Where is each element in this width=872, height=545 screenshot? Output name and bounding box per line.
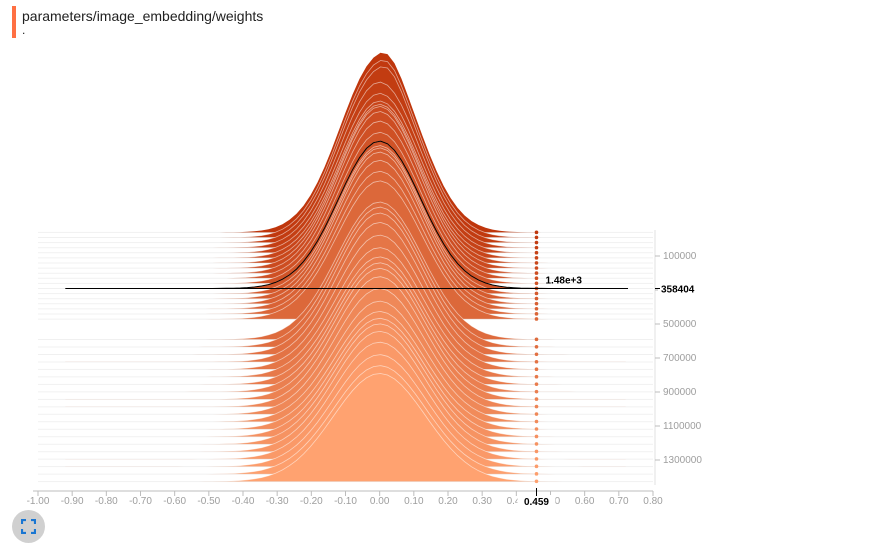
hover-dot bbox=[534, 250, 539, 255]
hover-dot bbox=[534, 306, 539, 311]
hover-dot bbox=[534, 261, 539, 265]
hover-dot bbox=[534, 296, 539, 301]
hover-dot bbox=[534, 359, 539, 364]
x-tick-label: 0.60 bbox=[575, 496, 595, 507]
hover-x-label: 0.459 bbox=[524, 497, 549, 508]
y-tick-label: 1100000 bbox=[663, 421, 702, 432]
hover-dot bbox=[534, 312, 539, 316]
hover-dot bbox=[534, 382, 539, 386]
hover-step-label: 358404 bbox=[661, 285, 695, 296]
hover-dot bbox=[534, 389, 539, 394]
histogram-slice bbox=[63, 373, 628, 483]
y-tick-label: 700000 bbox=[663, 353, 697, 364]
x-tick-label: -0.50 bbox=[197, 496, 220, 507]
hover-dot bbox=[534, 397, 539, 401]
expand-button[interactable] bbox=[12, 510, 45, 543]
x-tick-label: -0.30 bbox=[266, 496, 289, 507]
x-tick-label: -0.80 bbox=[95, 496, 118, 507]
hover-dot bbox=[534, 281, 539, 286]
x-tick-label: 0.70 bbox=[609, 496, 629, 507]
hover-dot bbox=[534, 442, 539, 446]
hover-dot bbox=[534, 345, 539, 349]
x-tick-label: 0.30 bbox=[472, 496, 492, 507]
hover-dot bbox=[534, 291, 539, 296]
hover-dot bbox=[534, 276, 539, 280]
fullscreen-icon bbox=[21, 519, 36, 534]
hover-dot bbox=[534, 317, 539, 321]
hover-x-bg bbox=[517, 495, 556, 508]
hover-dot bbox=[534, 449, 539, 454]
hover-step-bg bbox=[658, 282, 706, 295]
hover-dot bbox=[534, 427, 539, 431]
hover-dot bbox=[534, 464, 539, 469]
hover-dot bbox=[534, 266, 539, 270]
chart-subtitle: . bbox=[22, 23, 26, 37]
x-tick-label: -0.40 bbox=[232, 496, 255, 507]
x-tick-label: 0.40 bbox=[507, 496, 527, 507]
chart-title: parameters/image_embedding/weights bbox=[22, 8, 264, 24]
hover-dot bbox=[534, 352, 539, 357]
hover-dot bbox=[534, 367, 539, 372]
x-tick-label: -0.10 bbox=[334, 496, 357, 507]
x-tick-label: -1.00 bbox=[27, 496, 50, 507]
x-tick-label: 0.20 bbox=[438, 496, 458, 507]
hover-dot bbox=[534, 434, 539, 439]
hover-dot bbox=[534, 374, 539, 379]
hover-dot bbox=[534, 404, 539, 409]
y-tick-label: 100000 bbox=[663, 251, 697, 262]
x-tick-label: -0.60 bbox=[163, 496, 186, 507]
hover-dot bbox=[534, 301, 539, 306]
hover-dot bbox=[534, 245, 539, 250]
hover-dot bbox=[534, 472, 539, 476]
hover-dot bbox=[534, 256, 539, 260]
hover-dot bbox=[534, 479, 539, 484]
hover-dot bbox=[534, 240, 539, 245]
histogram-slices bbox=[38, 52, 653, 484]
hover-dot bbox=[534, 457, 539, 461]
x-tick-label: 0.10 bbox=[404, 496, 424, 507]
x-tick-label: -0.90 bbox=[61, 496, 84, 507]
card-accent-bar bbox=[12, 6, 16, 38]
y-tick-label: 1300000 bbox=[663, 455, 702, 466]
x-tick-label: 0.80 bbox=[643, 496, 663, 507]
y-axis: 1000003000005000007000009000001100000130… bbox=[654, 230, 706, 485]
hover-dot bbox=[534, 235, 539, 240]
hover-dot bbox=[534, 271, 539, 275]
hover-count-label: 1.48e+3 bbox=[545, 276, 582, 287]
x-axis: -1.00 -0.90 -0.80 -0.70 -0.60 -0.50 -0.40 -0.30… bbox=[27, 488, 663, 508]
y-tick-label: 900000 bbox=[663, 387, 697, 398]
x-tick-label: 0.00 bbox=[370, 496, 390, 507]
y-tick-label: 500000 bbox=[663, 319, 697, 330]
hover-dot bbox=[534, 337, 539, 342]
x-tick-label: -0.70 bbox=[129, 496, 152, 507]
hover-dot bbox=[534, 230, 539, 235]
x-tick-label: -0.20 bbox=[300, 496, 323, 507]
hover-dot bbox=[534, 419, 539, 424]
hover-dot bbox=[534, 412, 539, 416]
